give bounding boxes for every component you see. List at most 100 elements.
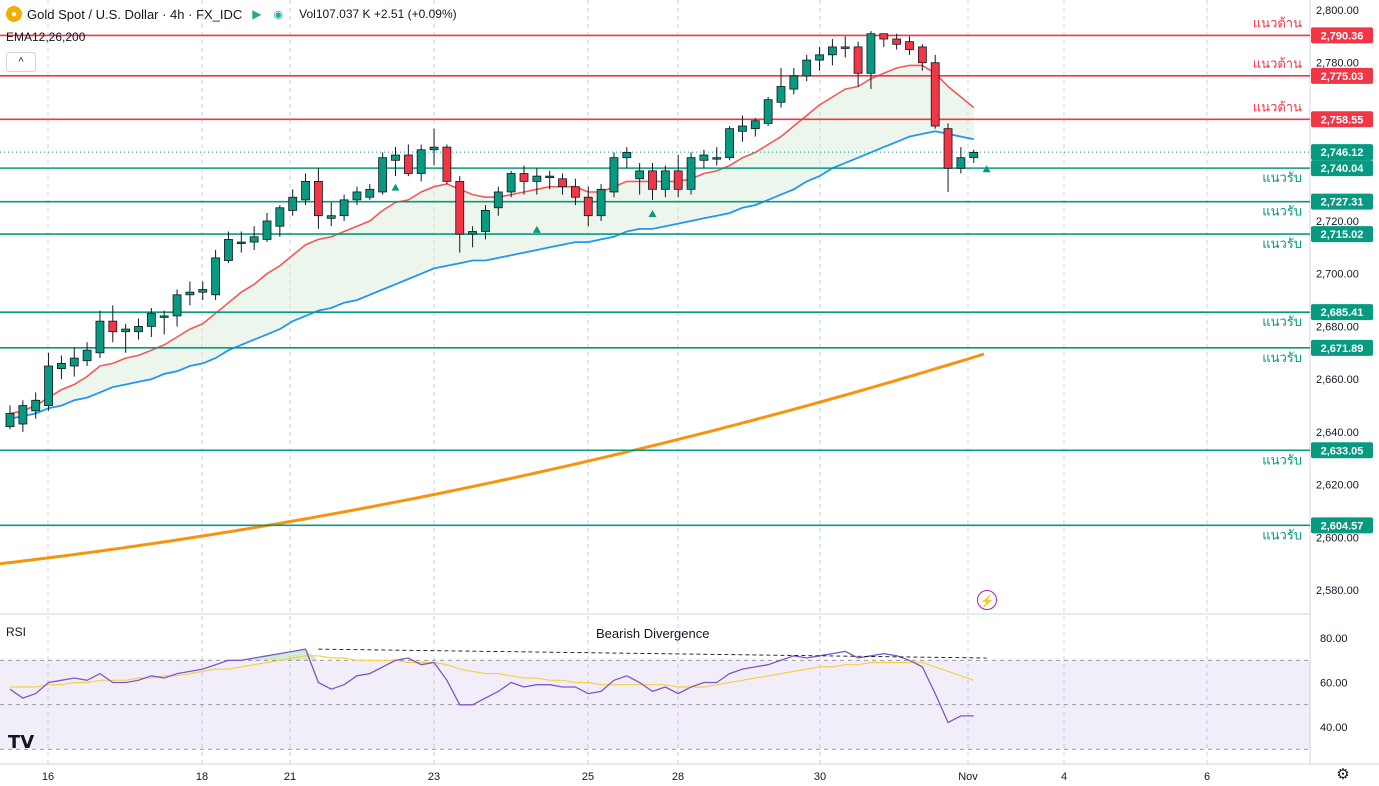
candle-body xyxy=(288,196,298,211)
candle-body xyxy=(416,149,426,174)
candle xyxy=(44,352,53,411)
candle xyxy=(57,355,66,380)
candle-body xyxy=(468,231,478,235)
candle xyxy=(403,144,413,177)
y-tick-label: 2,800.00 xyxy=(1316,5,1359,17)
candle xyxy=(146,307,156,337)
candle xyxy=(378,152,388,195)
candle xyxy=(879,33,889,47)
candle xyxy=(712,147,722,166)
price-change: +2.51 (+0.09%) xyxy=(373,7,457,21)
lightning-icon[interactable]: ⚡ xyxy=(977,590,997,610)
y-tick-label: 2,660.00 xyxy=(1316,374,1359,386)
candle xyxy=(301,173,310,206)
resistance-price-text: 2,790.36 xyxy=(1321,30,1364,42)
support-label: แนวรับ xyxy=(1262,237,1302,252)
candle xyxy=(236,231,246,253)
candle xyxy=(673,155,683,198)
support-label: แนวรับ xyxy=(1262,171,1302,186)
support-label: แนวรับ xyxy=(1262,205,1302,220)
candle-body xyxy=(378,157,388,193)
symbol-title[interactable]: Gold Spot / U.S. Dollar · 4h · FX_IDC xyxy=(27,6,243,22)
candle-body xyxy=(493,191,503,209)
candle xyxy=(468,226,478,248)
candle xyxy=(905,36,914,55)
candle-body xyxy=(481,210,490,232)
candle xyxy=(31,392,41,419)
candle xyxy=(134,318,143,340)
y-tick-label: 2,580.00 xyxy=(1316,585,1359,597)
candle xyxy=(802,54,812,82)
gear-icon[interactable]: ⚙ xyxy=(1336,766,1350,783)
candle xyxy=(789,68,799,95)
x-tick-label: 6 xyxy=(1204,771,1210,783)
resistance-price-tag xyxy=(1311,67,1373,84)
candle xyxy=(69,347,79,377)
tradingview-logo[interactable]: TV xyxy=(8,732,35,753)
flag-icon[interactable]: ▶ xyxy=(252,7,262,21)
candle-body xyxy=(583,196,593,217)
resistance-label: แนวต้าน xyxy=(1253,57,1302,72)
candle xyxy=(648,162,657,200)
candle xyxy=(776,68,786,108)
candle xyxy=(596,184,606,221)
candle xyxy=(159,310,169,335)
indicator-label[interactable]: EMA12,26,200 xyxy=(6,30,86,44)
candle-body xyxy=(558,178,567,188)
candle xyxy=(815,46,824,71)
candle-body xyxy=(943,128,953,169)
candle xyxy=(840,36,850,58)
rsi-label[interactable]: RSI xyxy=(6,625,27,639)
support-price-text: 2,740.04 xyxy=(1321,163,1365,175)
y-tick-label: 2,720.00 xyxy=(1316,216,1359,228)
candle-body xyxy=(121,328,131,333)
divergence-line xyxy=(318,648,987,659)
x-tick-label: 21 xyxy=(284,771,296,783)
candle-body xyxy=(699,154,709,161)
resistance-price-text: 2,758.55 xyxy=(1321,114,1364,126)
candle-body xyxy=(776,86,786,103)
candle-body xyxy=(738,125,747,132)
market-status-icon[interactable]: ◉ xyxy=(273,8,284,21)
candle-body xyxy=(648,170,657,190)
candle xyxy=(339,194,349,221)
candle xyxy=(95,310,105,359)
x-tick-label: 4 xyxy=(1061,771,1067,783)
candle xyxy=(892,33,902,50)
candle xyxy=(545,170,555,190)
candle-body xyxy=(82,349,92,362)
candle-body xyxy=(224,239,233,261)
resistance-price-tag xyxy=(1311,27,1373,44)
candle xyxy=(532,168,542,195)
resistance-label: แนวต้าน xyxy=(1253,100,1302,115)
candle xyxy=(943,123,953,192)
candle-body xyxy=(326,215,336,219)
candle-body xyxy=(429,146,439,151)
candle xyxy=(198,281,208,301)
candle-body xyxy=(545,175,555,179)
y-tick-label: 2,600.00 xyxy=(1316,532,1359,544)
candle xyxy=(969,149,979,163)
support-label: แนวรับ xyxy=(1262,453,1302,468)
collapse-button[interactable]: ^ xyxy=(6,52,36,72)
x-tick-label: 30 xyxy=(814,771,826,783)
candle-body xyxy=(853,46,863,74)
candle xyxy=(224,231,233,264)
support-price-tag xyxy=(1311,339,1373,356)
ema26-line xyxy=(9,130,974,420)
current-price-text: 2,746.12 xyxy=(1321,147,1364,159)
y-tick-label: 2,780.00 xyxy=(1316,58,1359,70)
signal-triangle xyxy=(648,210,657,218)
resistance-price-text: 2,775.03 xyxy=(1321,71,1364,83)
support-price-tag xyxy=(1311,193,1373,210)
y-tick-label: 2,680.00 xyxy=(1316,321,1359,333)
candle-body xyxy=(44,365,53,406)
candle xyxy=(725,126,734,161)
candle xyxy=(558,173,567,195)
candle-body xyxy=(57,362,66,370)
volume-label: Vol xyxy=(299,7,316,21)
candle-body xyxy=(506,173,516,193)
candle-body xyxy=(660,170,670,190)
candle xyxy=(660,165,670,198)
